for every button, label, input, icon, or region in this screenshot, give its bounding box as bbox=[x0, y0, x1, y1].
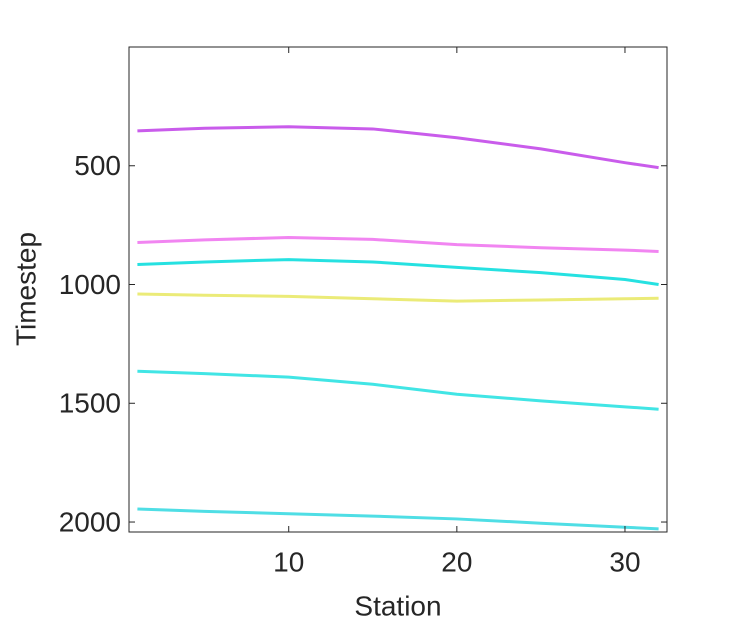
axes-frame bbox=[128, 46, 668, 533]
event-curve bbox=[137, 235, 659, 253]
y-axis-label: Timestep bbox=[10, 232, 41, 346]
event-curve bbox=[137, 292, 659, 303]
x-tick-label: 30 bbox=[609, 546, 640, 577]
event-curve bbox=[137, 125, 659, 170]
y-tick-label: 1000 bbox=[59, 269, 121, 300]
plot-area bbox=[129, 47, 667, 532]
y-tick-label: 2000 bbox=[59, 506, 121, 537]
marks bbox=[137, 125, 659, 531]
y-tick-label: 1500 bbox=[59, 388, 121, 419]
event-curve bbox=[137, 369, 659, 411]
x-axis-label: Station bbox=[354, 590, 441, 621]
event-curve bbox=[137, 507, 659, 531]
x-tick-label: 10 bbox=[273, 546, 304, 577]
x-tick-label: 20 bbox=[441, 546, 472, 577]
event-curve bbox=[137, 258, 659, 286]
y-tick-label: 500 bbox=[74, 150, 121, 181]
